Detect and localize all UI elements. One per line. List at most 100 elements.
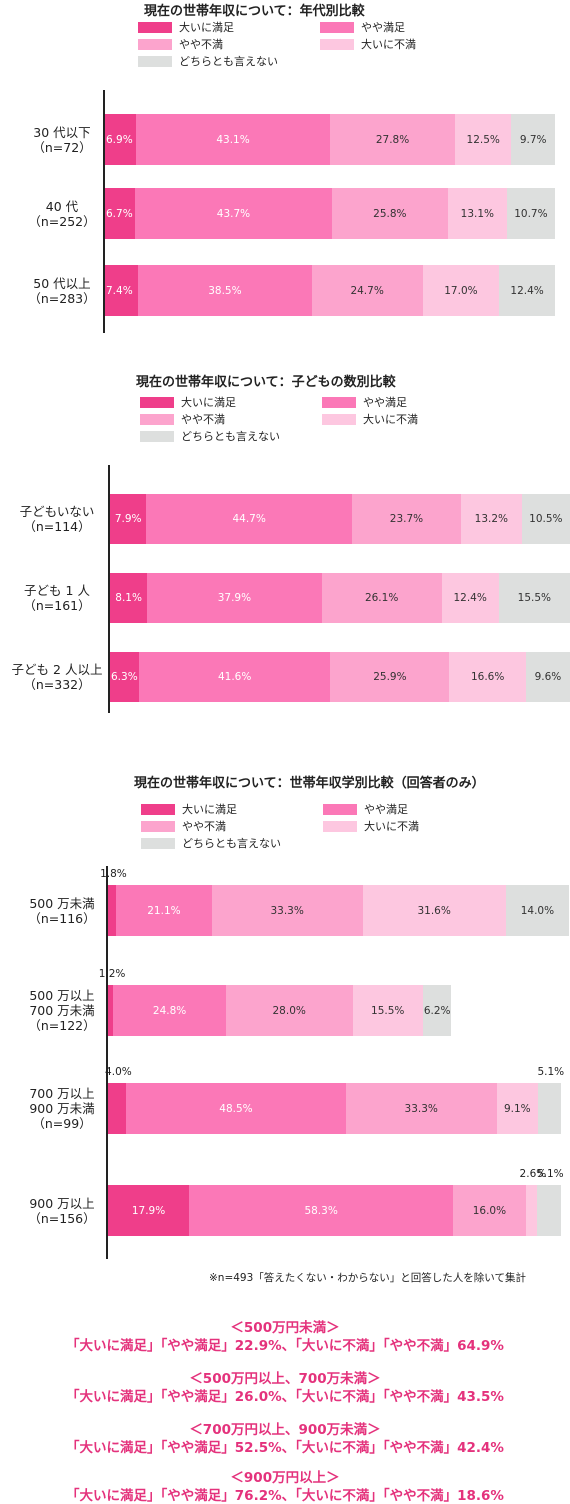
legend-item: 大いに不満 bbox=[320, 37, 416, 51]
legend-label: やや満足 bbox=[363, 396, 407, 409]
category-label: 500 万以上 700 万未満 （n=122） bbox=[2, 988, 122, 1033]
bar-segment: 15.5% bbox=[352, 985, 423, 1036]
bar-segment: 43.1% bbox=[136, 114, 330, 165]
bar-segment: 12.5% bbox=[455, 114, 512, 165]
legend-item: やや満足 bbox=[320, 20, 405, 34]
footnote: ※n=493「答えたくない・わからない」と回答した人を除いて集計 bbox=[209, 1272, 526, 1284]
category-label-line: 700 万未満 bbox=[29, 1003, 95, 1018]
bar-segment: 25.8% bbox=[331, 188, 448, 239]
bar-segment: 17.0% bbox=[422, 265, 500, 316]
legend-swatch bbox=[322, 396, 356, 408]
legend-item: 大いに満足 bbox=[141, 802, 237, 816]
category-label-line: 900 万未満 bbox=[29, 1101, 95, 1116]
data-label: 23.7% bbox=[389, 513, 424, 525]
legend-label: 大いに満足 bbox=[182, 803, 237, 816]
bar-segment: 10.5% bbox=[521, 494, 570, 544]
data-label: 6.9% bbox=[106, 133, 133, 146]
bar-segment: 37.9% bbox=[147, 573, 322, 623]
data-label: 8.1% bbox=[115, 592, 142, 604]
bar-segment: 13.1% bbox=[447, 188, 507, 239]
data-label: 1.2% bbox=[98, 968, 126, 980]
bar-segment: 58.3% bbox=[189, 1185, 454, 1236]
category-label: 子ども 2 人以上 （n=332） bbox=[0, 662, 117, 692]
category-label-line: 子どもいない bbox=[19, 504, 95, 519]
legend-swatch bbox=[141, 820, 175, 832]
bar-segment: 17.9% bbox=[108, 1185, 190, 1236]
data-label: 33.3% bbox=[404, 1102, 438, 1115]
data-label: 43.7% bbox=[216, 207, 251, 220]
legend-swatch bbox=[141, 837, 175, 849]
legend-item: やや満足 bbox=[323, 802, 408, 816]
legend-swatch bbox=[141, 803, 175, 815]
data-label: 12.4% bbox=[453, 592, 487, 604]
bar-segment: 15.5% bbox=[498, 573, 570, 623]
bar-segment: 9.6% bbox=[525, 652, 570, 702]
data-label: 13.2% bbox=[474, 513, 508, 525]
data-label: 12.5% bbox=[466, 133, 500, 146]
summary-heading: ＜700万円以上、900万未満＞ bbox=[189, 1422, 381, 1438]
category-label-line: （n=283） bbox=[28, 290, 96, 306]
bar-segment: 12.4% bbox=[441, 573, 499, 623]
bar-segment bbox=[108, 1083, 127, 1134]
category-label-line: （n=332） bbox=[23, 677, 91, 692]
chart-title: 現在の世帯年収について：年代別比較 bbox=[144, 4, 365, 19]
category-label-line: （n=156） bbox=[28, 1210, 96, 1226]
category-axis-line bbox=[106, 866, 108, 1259]
bar-segment: 6.9% bbox=[105, 114, 137, 165]
bar-segment: 25.9% bbox=[330, 652, 450, 702]
bar-segment: 9.7% bbox=[511, 114, 555, 165]
category-label: 30 代以下 （n=72） bbox=[2, 125, 122, 155]
legend-item: 大いに不満 bbox=[322, 412, 418, 426]
legend-item: どちらとも言えない bbox=[140, 429, 280, 443]
bar-segment: 38.5% bbox=[138, 265, 312, 316]
legend-swatch bbox=[140, 396, 174, 408]
legend-label: 大いに不満 bbox=[363, 413, 418, 426]
category-label-line: 500 万以上 bbox=[29, 988, 95, 1003]
data-label: 15.5% bbox=[371, 1004, 405, 1017]
category-label-line: （n=161） bbox=[23, 598, 91, 613]
summary-text: 「大いに満足」「やや満足」26.0%、「大いに不満」「やや不満」43.5% bbox=[66, 1389, 504, 1405]
legend-swatch bbox=[322, 413, 356, 425]
data-label: 41.6% bbox=[217, 671, 252, 683]
bar-segment: 6.3% bbox=[110, 652, 139, 702]
bar-segment: 24.8% bbox=[113, 985, 226, 1036]
data-label: 38.5% bbox=[208, 284, 242, 297]
bar-segment: 41.6% bbox=[138, 652, 331, 702]
legend-swatch bbox=[140, 413, 174, 425]
category-label-line: 子ども 1 人 bbox=[24, 583, 90, 598]
data-label: 27.8% bbox=[375, 133, 410, 146]
category-label-line: 30 代以下 bbox=[33, 124, 91, 140]
data-label: 33.3% bbox=[270, 904, 304, 917]
category-label-line: （n=116） bbox=[28, 910, 96, 926]
legend-swatch bbox=[138, 55, 172, 67]
bar-segment: 13.2% bbox=[460, 494, 522, 544]
bar-segment: 33.3% bbox=[345, 1083, 497, 1134]
bar-segment: 7.9% bbox=[110, 494, 147, 544]
category-label-line: （n=99） bbox=[32, 1116, 92, 1131]
category-label-line: （n=122） bbox=[28, 1018, 96, 1033]
bar-segment: 14.0% bbox=[505, 885, 570, 936]
legend-swatch bbox=[138, 21, 172, 33]
data-label: 15.5% bbox=[517, 592, 552, 604]
legend-item: やや不満 bbox=[141, 819, 226, 833]
legend-label: やや満足 bbox=[364, 803, 408, 816]
legend-swatch bbox=[320, 21, 354, 33]
category-label: 50 代以上 （n=283） bbox=[2, 276, 122, 306]
data-label: 28.0% bbox=[272, 1004, 306, 1017]
bar-segment: 44.7% bbox=[146, 494, 352, 544]
category-label-line: （n=252） bbox=[28, 213, 96, 229]
category-label: 700 万以上 900 万未満 （n=99） bbox=[2, 1086, 122, 1131]
legend-label: どちらとも言えない bbox=[181, 430, 280, 443]
data-label: 24.8% bbox=[152, 1004, 187, 1017]
bar-segment bbox=[108, 885, 117, 936]
summary-heading: ＜500万円以上、700万未満＞ bbox=[189, 1371, 381, 1387]
legend-item: やや満足 bbox=[322, 395, 407, 409]
bar-segment: 48.5% bbox=[126, 1083, 346, 1134]
legend-swatch bbox=[323, 803, 357, 815]
category-label: 500 万未満 （n=116） bbox=[2, 896, 122, 926]
bar-segment: 9.1% bbox=[496, 1083, 538, 1134]
summary-heading: ＜500万円未満＞ bbox=[230, 1320, 340, 1336]
category-label-line: 700 万以上 bbox=[29, 1086, 95, 1101]
legend-swatch bbox=[320, 38, 354, 50]
bar-segment: 28.0% bbox=[225, 985, 353, 1036]
